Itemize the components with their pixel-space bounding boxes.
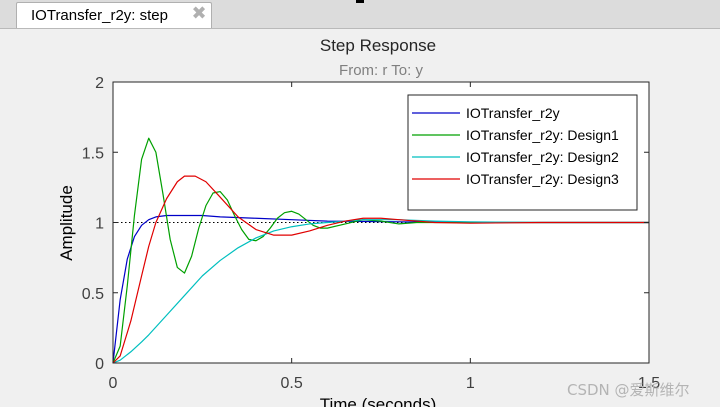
watermark: CSDN @爱斯维尔 [567, 381, 690, 399]
tab-label: IOTransfer_r2y: step [31, 7, 168, 24]
top-edge-mark [356, 0, 364, 3]
y-axis-label: Amplitude [57, 185, 76, 261]
tab-strip: IOTransfer_r2y: step ✖ [0, 0, 720, 29]
x-axis-label: Time (seconds) [320, 395, 437, 407]
legend-label-2: IOTransfer_r2y: Design1 [466, 127, 619, 143]
step-response-chart: Step Response From: r To: y 0 0.5 1 1.5 0 0.5… [57, 36, 660, 407]
chart-title: Step Response [320, 36, 436, 55]
legend-label-4: IOTransfer_r2y: Design3 [466, 171, 619, 187]
x-tick-label: 0 [109, 375, 118, 392]
x-tick-label: 0.5 [281, 375, 303, 392]
x-tick-label: 1.5 [638, 375, 660, 392]
y-tick-label: 2 [95, 75, 104, 92]
x-tick-label: 1 [466, 375, 475, 392]
y-tick-label: 0 [95, 356, 104, 373]
y-tick-label: 1 [95, 216, 104, 233]
series-line-1 [112, 214, 649, 364]
series-line-4 [112, 175, 649, 364]
legend-label-3: IOTransfer_r2y: Design2 [466, 149, 619, 165]
close-icon[interactable]: ✖ [191, 3, 207, 24]
legend-label-1: IOTransfer_r2y [466, 105, 560, 121]
chart-subtitle: From: r To: y [339, 62, 423, 79]
figure-area: Step Response From: r To: y 0 0.5 1 1.5 0 0.5… [0, 29, 720, 407]
y-tick-label: 1.5 [82, 145, 104, 162]
tab-step-response[interactable]: IOTransfer_r2y: step ✖ [16, 2, 212, 28]
y-tick-label: 0.5 [82, 286, 104, 303]
legend-box [407, 94, 638, 211]
